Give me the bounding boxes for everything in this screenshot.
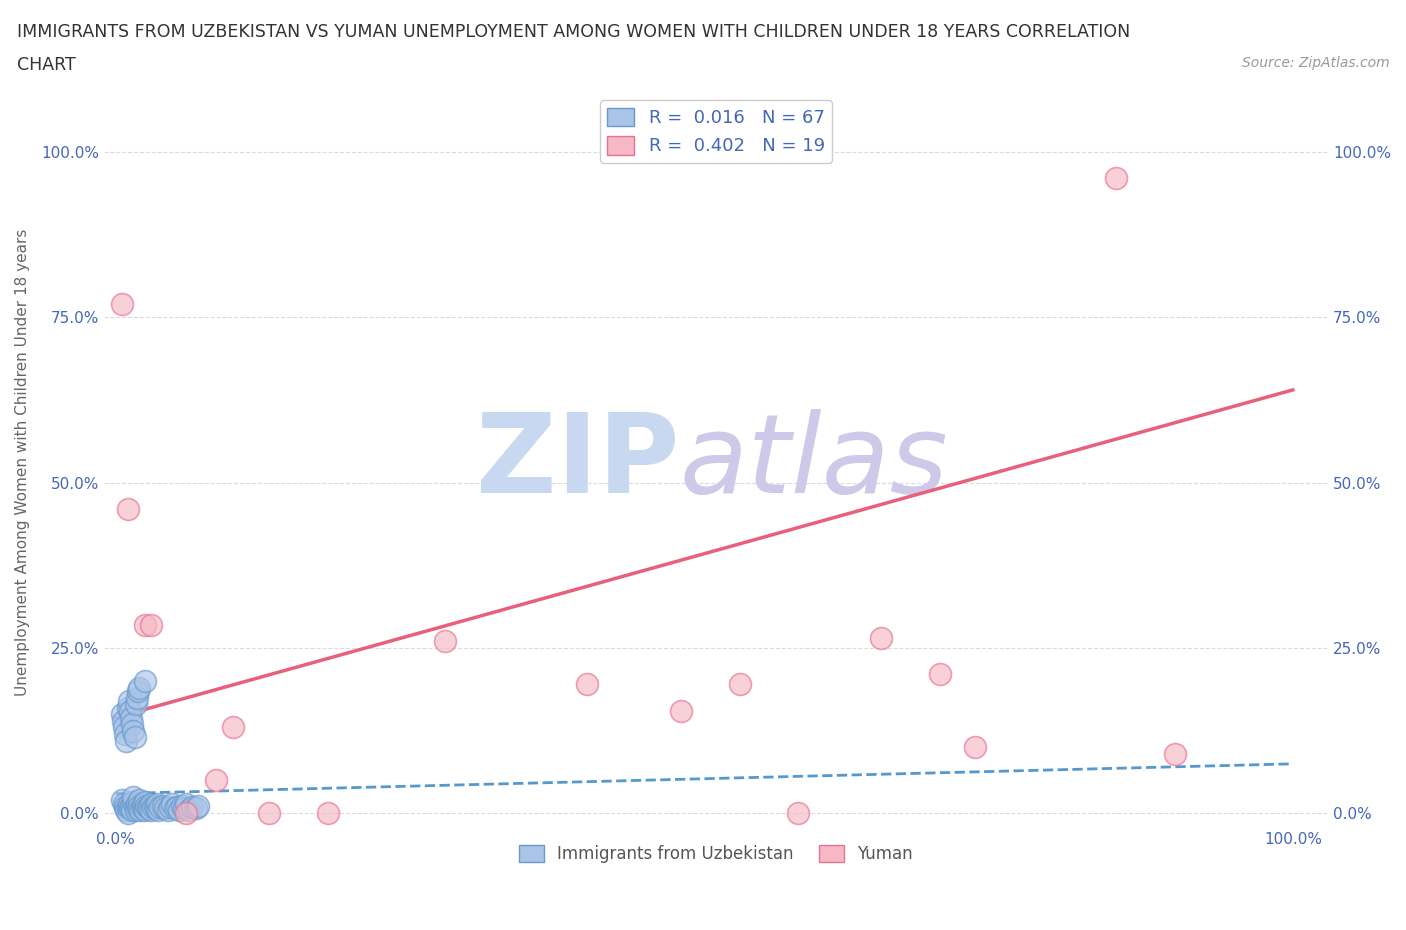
Point [963,740,986,755]
Text: ZIP: ZIP [477,409,679,516]
Point [156,803,179,817]
Point [124,730,146,745]
Point [787,806,810,821]
Point [121,717,143,732]
Legend: Immigrants from Uzbekistan, Yuman: Immigrants from Uzbekistan, Yuman [513,838,920,870]
Point [163,801,186,816]
Point [125,796,148,811]
Point [184,801,207,816]
Point [118,801,141,816]
Y-axis label: Unemployment Among Women with Children Under 18 years: Unemployment Among Women with Children U… [15,229,30,697]
Point [134,673,156,688]
Point [316,806,339,821]
Point [125,690,148,705]
Point [1164,747,1187,762]
Point [125,697,148,711]
Text: IMMIGRANTS FROM UZBEKISTAN VS YUMAN UNEMPLOYMENT AMONG WOMEN WITH CHILDREN UNDER: IMMIGRANTS FROM UZBEKISTAN VS YUMAN UNEM… [17,23,1130,41]
Point [111,792,134,807]
Point [120,798,142,813]
Point [166,800,188,815]
Point [146,803,169,817]
Point [139,803,162,817]
Point [122,790,145,804]
Point [115,803,138,817]
Point [187,798,209,813]
Point [669,703,692,718]
Point [128,680,150,695]
Point [117,800,139,815]
Point [139,796,162,811]
Point [159,800,181,815]
Point [170,798,193,813]
Point [204,773,226,788]
Point [135,798,157,813]
Point [143,798,166,813]
Point [142,800,165,815]
Point [134,803,156,817]
Point [869,631,891,645]
Point [434,634,457,649]
Point [162,796,184,811]
Point [575,677,598,692]
Point [152,798,174,813]
Text: Source: ZipAtlas.com: Source: ZipAtlas.com [1241,56,1389,70]
Point [112,720,135,735]
Point [131,800,153,815]
Point [111,707,134,722]
Point [138,801,160,816]
Point [177,803,200,817]
Point [124,800,146,815]
Point [134,618,156,632]
Point [173,801,195,816]
Point [153,801,176,816]
Point [132,796,155,811]
Point [728,677,751,692]
Point [128,798,150,813]
Point [118,703,141,718]
Point [1105,171,1128,186]
Point [111,297,134,312]
Point [145,801,167,816]
Point [118,694,141,709]
Point [149,800,172,815]
Point [115,733,138,748]
Point [111,713,134,728]
Point [222,720,245,735]
Point [117,700,139,715]
Point [136,800,159,815]
Point [122,724,145,738]
Point [134,794,156,809]
Point [146,796,169,811]
Text: atlas: atlas [679,409,948,516]
Point [117,501,139,516]
Point [122,794,145,809]
Point [139,618,162,632]
Point [117,806,139,821]
Point [114,800,136,815]
Point [176,796,198,811]
Point [127,801,149,816]
Point [120,711,142,725]
Point [132,801,155,816]
Point [176,806,198,821]
Point [114,726,136,741]
Point [127,684,149,698]
Point [125,803,148,817]
Point [928,667,950,682]
Point [128,792,150,807]
Point [181,800,204,815]
Point [121,803,143,817]
Point [112,796,135,811]
Text: CHART: CHART [17,56,76,73]
Point [257,806,280,821]
Point [169,803,191,817]
Point [118,796,141,811]
Point [129,803,152,817]
